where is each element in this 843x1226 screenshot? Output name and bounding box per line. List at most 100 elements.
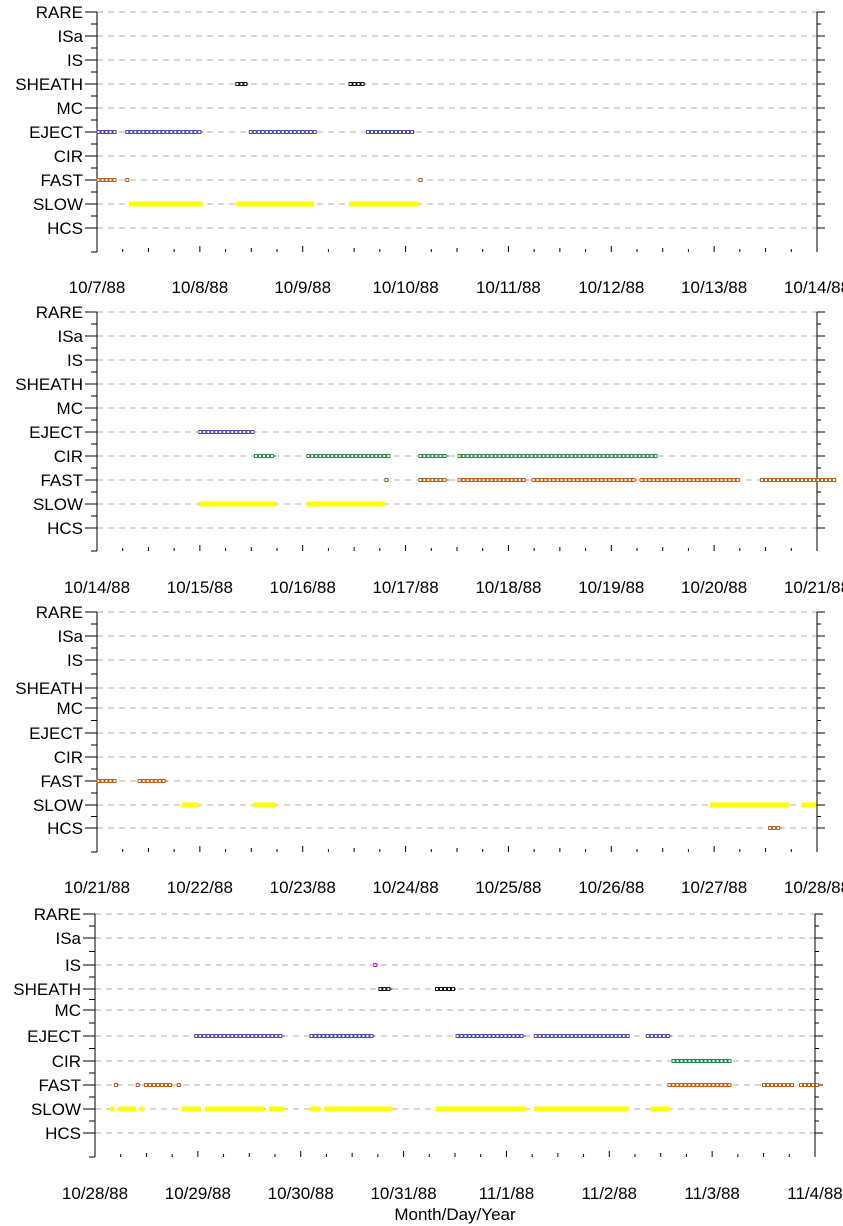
category-label: SLOW (33, 195, 83, 214)
segment-point (557, 1034, 562, 1038)
segment-point (601, 454, 606, 458)
segment-point (653, 454, 658, 458)
segment-point (569, 454, 574, 458)
segment-point (667, 478, 672, 482)
segment-point (557, 454, 562, 458)
segment-point (521, 454, 526, 458)
segment-point (374, 454, 379, 458)
segment-point (727, 478, 732, 482)
segment-point (819, 478, 824, 482)
segment-point (778, 1083, 782, 1087)
segment-point (100, 178, 105, 182)
segment-point (649, 1034, 654, 1038)
mark-slow-bar (324, 1106, 393, 1112)
segment-point (495, 1034, 500, 1038)
mark-eject-segment (125, 130, 203, 134)
segment-point (246, 1034, 251, 1038)
segment-point (565, 1034, 570, 1038)
segment-point (357, 1034, 362, 1038)
segment-point (671, 478, 676, 482)
segment-point (719, 1059, 724, 1063)
segment-point (619, 478, 624, 482)
segment-point (342, 454, 347, 458)
segment-point (108, 130, 113, 134)
segment-point (763, 478, 768, 482)
segment-point (248, 130, 253, 134)
segment-point (181, 130, 186, 134)
category-label: RARE (34, 905, 81, 924)
segment-point (457, 454, 462, 458)
segment-point (210, 430, 215, 434)
category-label: ISa (57, 627, 83, 646)
segment-point (243, 82, 248, 86)
segment-point (537, 1034, 542, 1038)
segment-point (268, 130, 273, 134)
segment-point (264, 130, 269, 134)
segment-point (487, 1034, 492, 1038)
mark-fast-segment (531, 478, 636, 482)
segment-point (691, 1059, 696, 1063)
segment-point (699, 1083, 704, 1087)
segment-point (629, 454, 634, 458)
category-label: EJECT (29, 123, 83, 142)
segment-point (313, 1034, 318, 1038)
segment-point (589, 1034, 594, 1038)
x-tick-label: 10/24/88 (372, 878, 438, 897)
mark-fast-segment (759, 478, 837, 482)
segment-point (477, 478, 482, 482)
segment-point (210, 1034, 215, 1038)
segment-point (513, 478, 518, 482)
segment-point (410, 130, 414, 134)
segment-point (767, 478, 772, 482)
segment-point (683, 1059, 688, 1063)
segment-point (338, 454, 343, 458)
segment-point (394, 130, 398, 134)
segment-point (226, 430, 231, 434)
segment-point (145, 130, 150, 134)
segment-point (194, 1034, 199, 1038)
mark-hcs-segment (768, 826, 783, 830)
mark-slow-bar (205, 1106, 265, 1112)
mark-slow-bar (268, 1106, 285, 1112)
segment-point (266, 1034, 271, 1038)
mark-fast-segment (176, 1083, 182, 1087)
segment-point (100, 130, 105, 134)
mark-slow-bar (534, 1106, 629, 1112)
category-label: IS (67, 351, 83, 370)
segment-point (435, 987, 439, 991)
x-axis-label: Month/Day/Year (394, 1205, 516, 1224)
segment-point (360, 82, 365, 86)
segment-point (350, 454, 355, 458)
segment-point (137, 130, 142, 134)
category-label: CIR (54, 147, 83, 166)
segment-point (787, 478, 792, 482)
segment-point (661, 1034, 666, 1038)
segment-point (253, 454, 258, 458)
segment-point (235, 82, 240, 86)
segment-point (795, 478, 800, 482)
segment-point (390, 130, 394, 134)
segment-point (607, 478, 612, 482)
segment-point (226, 1034, 231, 1038)
segment-point (270, 1034, 275, 1038)
segment-point (683, 1083, 688, 1087)
mark-slow-bar (435, 1106, 526, 1112)
segment-point (443, 987, 447, 991)
x-tick-label: 10/19/88 (578, 578, 644, 597)
segment-point (422, 454, 427, 458)
segment-point (549, 1034, 554, 1038)
category-label: ISa (55, 929, 81, 948)
x-tick-label: 10/10/88 (372, 278, 438, 297)
segment-point (715, 1059, 720, 1063)
segment-point (242, 430, 247, 434)
category-label: SHEATH (13, 980, 81, 999)
segment-point (234, 1034, 239, 1038)
segment-point (296, 130, 301, 134)
category-label: SHEATH (15, 75, 83, 94)
segment-point (643, 478, 648, 482)
segment-point (439, 987, 443, 991)
segment-point (202, 430, 207, 434)
mark-fast-segment (799, 1083, 820, 1087)
segment-point (153, 130, 158, 134)
segment-point (477, 454, 482, 458)
